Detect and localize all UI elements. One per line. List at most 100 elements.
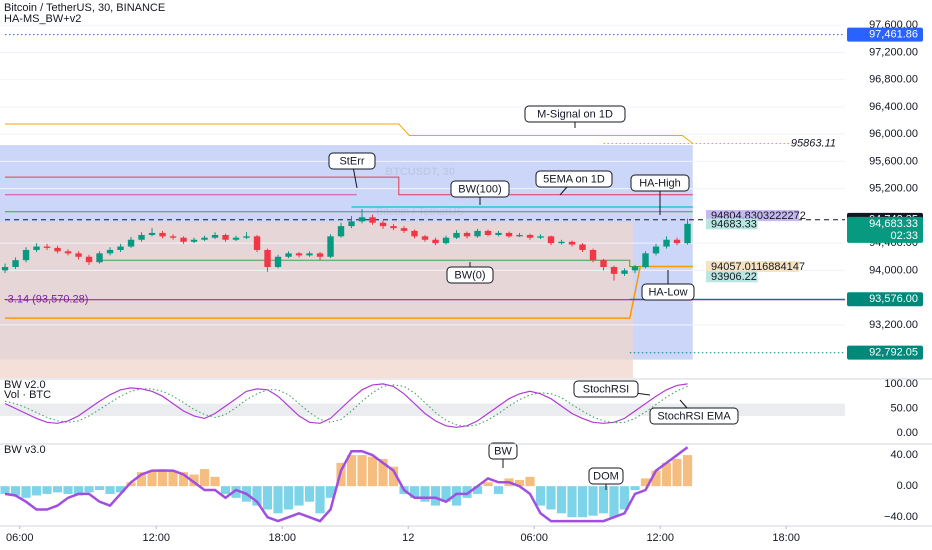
- histogram-bar: [514, 479, 525, 487]
- callout-box: [488, 442, 518, 460]
- candle-body: [54, 247, 61, 252]
- histogram-bar: [31, 486, 42, 496]
- histogram-bar: [189, 474, 199, 487]
- y-tick-label: 95,200.00: [869, 183, 918, 195]
- candle-body: [673, 239, 681, 244]
- histogram-bar: [609, 486, 619, 518]
- callout-box: [649, 407, 739, 425]
- histogram-bar: [535, 486, 546, 506]
- chart-title: Bitcoin / TetherUS, 30, BINANCE: [4, 2, 165, 14]
- histogram-bar: [672, 458, 682, 487]
- candle-body: [127, 239, 135, 247]
- histogram-bar: [493, 486, 504, 494]
- indicator-name: HA-MS_BW+v2: [4, 13, 81, 25]
- x-tick-label: 12: [402, 532, 414, 544]
- candle-body: [253, 236, 261, 250]
- callout-text: BW: [494, 445, 512, 457]
- histogram-bar: [115, 486, 126, 493]
- countdown: 02:33: [890, 230, 918, 242]
- price-tag: [706, 210, 800, 222]
- histogram-bar: [630, 486, 640, 491]
- candle-body: [642, 253, 649, 267]
- candle-body: [75, 253, 82, 257]
- histogram-bar: [10, 486, 21, 496]
- level-text: -3.14 (93,570.28): [4, 294, 88, 306]
- histogram-bar: [441, 486, 451, 502]
- histogram-bar: [325, 486, 336, 498]
- histogram-bar: [63, 486, 73, 494]
- candle-body: [159, 232, 166, 237]
- candle-body: [211, 234, 219, 238]
- candle-body: [1, 266, 9, 271]
- histogram-bar: [483, 482, 493, 487]
- histogram-bar: [220, 486, 231, 494]
- price-label: 97,461.86: [869, 29, 918, 41]
- candle-body: [526, 234, 534, 238]
- indicator-name: Vol · BTC: [4, 389, 51, 401]
- callout-box: [446, 266, 494, 284]
- histogram-bar: [315, 486, 325, 514]
- callout-text: StochRSI EMA: [657, 410, 731, 422]
- x-tick-label: 18:00: [772, 532, 800, 544]
- indicator-line: [5, 265, 693, 319]
- candle-body: [232, 237, 240, 240]
- candle-body: [306, 253, 313, 256]
- histogram-bar: [126, 482, 136, 487]
- callout-box: [641, 283, 695, 301]
- candle-body: [411, 230, 418, 237]
- y-tick-label: 0.00: [897, 480, 918, 492]
- histogram-bar: [525, 476, 535, 487]
- candle-body: [201, 237, 208, 240]
- candle-body: [22, 249, 30, 261]
- price-label-box: [847, 216, 923, 243]
- callout-text: M-Signal on 1D: [537, 108, 613, 120]
- candle-body: [106, 249, 114, 254]
- histogram-bar: [577, 486, 588, 518]
- candle-body: [631, 266, 639, 271]
- candle-body: [390, 226, 397, 229]
- histogram-bar: [367, 456, 378, 487]
- histogram-bar: [168, 470, 178, 487]
- x-tick-label: 12:00: [646, 532, 674, 544]
- histogram-bar: [84, 486, 94, 493]
- price-tag: [706, 218, 758, 230]
- level-label: 95863.11: [791, 137, 836, 149]
- histogram-bar: [598, 486, 609, 514]
- candle-body: [64, 251, 72, 254]
- callout-text: HA-Low: [648, 286, 687, 298]
- histogram-bar: [682, 455, 693, 487]
- price-label: 93,576.00: [869, 293, 918, 305]
- histogram-bar: [42, 486, 52, 494]
- candle-body: [421, 236, 429, 240]
- price-tag: [706, 261, 800, 273]
- price-tag: [706, 271, 758, 283]
- callout-box: [588, 467, 624, 485]
- candle-body: [295, 253, 303, 256]
- histogram-bar: [252, 486, 262, 506]
- y-tick-label: −40.00: [884, 511, 918, 523]
- bw-line: [4, 446, 689, 523]
- time-axis-bg: [0, 526, 932, 550]
- candle-body: [505, 232, 513, 237]
- candle-body: [516, 234, 523, 237]
- candle-body: [600, 260, 607, 267]
- histogram-bar: [21, 486, 31, 498]
- candle-body: [327, 236, 334, 257]
- candle-body: [148, 232, 156, 235]
- y-tick-label: 0.00: [897, 427, 918, 439]
- candle-body: [537, 236, 544, 238]
- candle-body: [558, 241, 565, 244]
- histogram-bar: [210, 476, 220, 487]
- y-tick-label: 40.00: [890, 449, 918, 461]
- histogram-bar: [136, 472, 147, 487]
- histogram-bar: [147, 470, 157, 487]
- candle-body: [348, 221, 355, 227]
- x-tick-label: 06:00: [520, 532, 548, 544]
- histogram-bar: [262, 486, 273, 510]
- candle-body: [369, 217, 376, 223]
- x-tick-label: 18:00: [268, 532, 296, 544]
- candle-body: [274, 256, 282, 267]
- candle-body: [400, 228, 408, 231]
- histogram-bar: [94, 486, 105, 491]
- histogram-bar: [231, 486, 241, 498]
